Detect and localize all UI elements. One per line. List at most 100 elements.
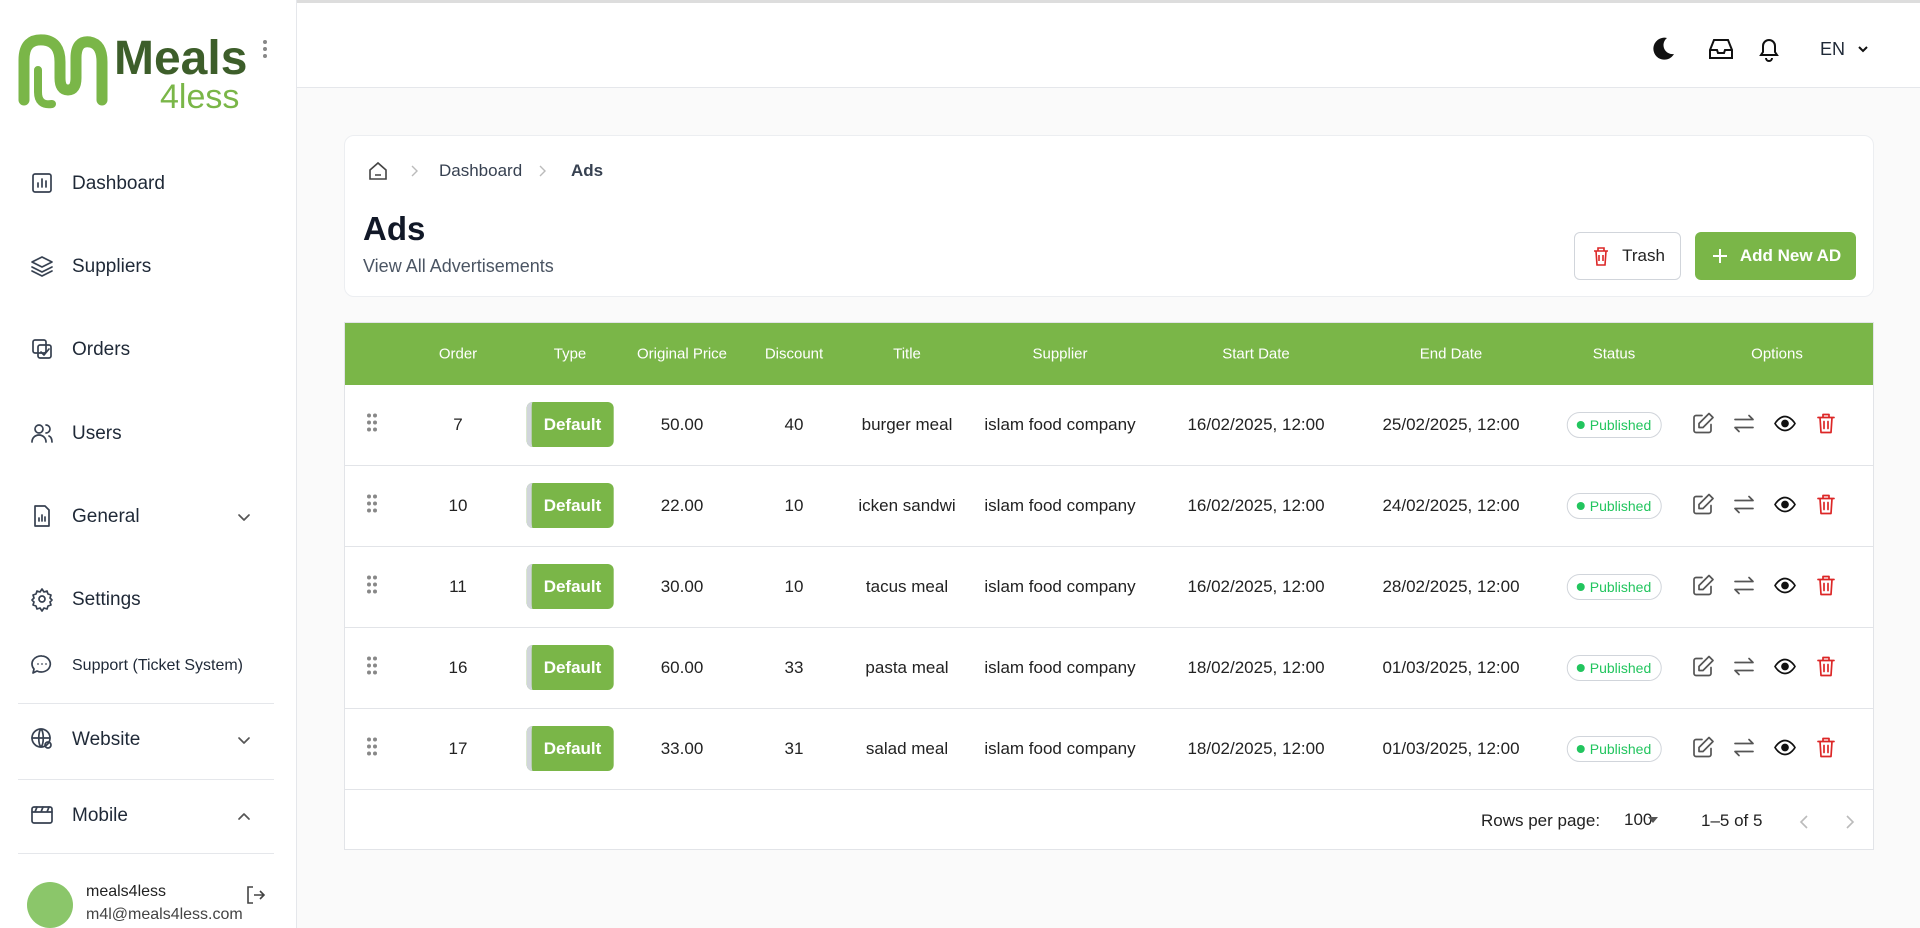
cell: islam food company (984, 577, 1136, 596)
menu-dots[interactable] (258, 38, 272, 60)
swap-action[interactable] (1732, 736, 1758, 767)
edit-action[interactable] (1691, 493, 1717, 524)
sidebar: Meals 4less Dashboard Suppliers Orders User… (0, 0, 297, 928)
nav-item[interactable]: Support (Ticket System) (30, 653, 243, 679)
drag-handle[interactable] (366, 494, 378, 519)
delete-action[interactable] (1814, 574, 1840, 605)
logout[interactable] (244, 884, 266, 906)
swap-action[interactable] (1732, 574, 1758, 605)
icon (31, 424, 53, 443)
status-text: Published (1589, 741, 1652, 757)
cell: islam food company (984, 415, 1136, 434)
divider (18, 703, 274, 704)
logo-line1: Meals (114, 32, 247, 85)
view-action[interactable] (1773, 493, 1799, 524)
cell: tacus meal (865, 577, 949, 596)
type-cell: Default (526, 726, 614, 771)
nav-label: Dashboard (72, 173, 165, 194)
icon (238, 813, 250, 820)
swap-action[interactable] (1732, 412, 1758, 443)
nav-item[interactable]: Settings (30, 587, 141, 613)
delete-action[interactable] (1814, 412, 1840, 443)
swap-action[interactable] (1732, 655, 1758, 686)
icon (1774, 577, 1796, 594)
view-action[interactable] (1773, 655, 1799, 686)
icon (1817, 494, 1835, 515)
drag-handle[interactable] (366, 737, 378, 762)
nav-chevron (236, 509, 252, 530)
table-row: 10 Default 22.00 10 icken sandwi islam food c… (345, 466, 1873, 547)
column-header: Discount (764, 345, 824, 363)
page-range: 1–5 of 5 (1701, 811, 1763, 830)
nav-item[interactable]: Dashboard (30, 171, 165, 197)
cell: 24/02/2025, 12:00 (1382, 496, 1520, 515)
swap-action[interactable] (1732, 493, 1758, 524)
cell: 16/02/2025, 12:00 (1187, 577, 1325, 596)
nav-item[interactable]: Website (30, 727, 140, 753)
language-caret (1858, 46, 1868, 53)
topbar: EN (297, 0, 1920, 88)
delete-action[interactable] (1814, 493, 1840, 524)
type-cell: Default (526, 645, 614, 690)
dots (367, 494, 377, 513)
rows-per-page-label: Rows per page: (1481, 811, 1601, 830)
column-header: Start Date (1222, 345, 1290, 363)
home-icon[interactable] (367, 160, 389, 182)
nav-label: Suppliers (72, 256, 152, 277)
icon (31, 655, 52, 674)
icon (32, 173, 52, 193)
page-title: Ads (363, 210, 426, 247)
icon (1774, 658, 1796, 675)
delete-action[interactable] (1814, 655, 1840, 686)
cell: icken sandwi (858, 496, 956, 515)
trash-button[interactable]: Trash (1574, 232, 1681, 280)
column-header: Order (438, 345, 478, 363)
trash-icon (1594, 247, 1609, 266)
add-button[interactable]: Add New AD (1695, 232, 1856, 280)
icon (31, 256, 53, 277)
rows-per-page[interactable]: 100 (1624, 810, 1653, 829)
column-header: Title (893, 345, 921, 363)
view-action[interactable] (1773, 574, 1799, 605)
cell: islam food company (984, 658, 1136, 677)
type-badge: Default (526, 564, 614, 609)
cell: 25/02/2025, 12:00 (1382, 415, 1520, 434)
prev-page[interactable] (1797, 813, 1811, 831)
breadcrumb-link[interactable]: Dashboard (439, 161, 523, 180)
nav-label: Orders (72, 339, 131, 360)
edit-action[interactable] (1691, 574, 1717, 605)
nav-item[interactable]: Users (30, 421, 122, 447)
page-subtitle: View All Advertisements (363, 256, 554, 276)
language[interactable]: EN (1820, 39, 1846, 59)
icon (1817, 737, 1835, 758)
nav-label: General (72, 506, 140, 527)
delete-action[interactable] (1814, 736, 1840, 767)
status-dot (1576, 745, 1585, 753)
inbox[interactable] (1707, 37, 1735, 61)
notifications[interactable] (1757, 35, 1781, 63)
next-page[interactable] (1843, 813, 1857, 831)
separator (411, 165, 418, 177)
icon (34, 505, 50, 527)
view-action[interactable] (1773, 412, 1799, 443)
edit-action[interactable] (1691, 736, 1717, 767)
cell: 16/02/2025, 12:00 (1187, 415, 1325, 434)
icon (238, 737, 250, 744)
edit-action[interactable] (1691, 412, 1717, 443)
nav-item[interactable]: Suppliers (30, 254, 151, 280)
status-text: Published (1589, 579, 1652, 595)
status-pill: Published (1566, 412, 1662, 438)
page-header-card: Dashboard Ads Ads View All Advertisement… (344, 135, 1874, 297)
drag-handle[interactable] (366, 575, 378, 600)
view-action[interactable] (1773, 736, 1799, 767)
nav-item[interactable]: General (30, 504, 140, 530)
edit-action[interactable] (1691, 655, 1717, 686)
cell: 16/02/2025, 12:00 (1187, 496, 1325, 515)
nav-item[interactable]: Mobile (30, 803, 128, 829)
drag-handle[interactable] (366, 656, 378, 681)
icon (1693, 412, 1714, 434)
nav-item[interactable]: Orders (30, 337, 130, 363)
theme-toggle[interactable] (1649, 35, 1677, 63)
table-row: 17 Default 33.00 31 salad meal islam food com… (345, 709, 1873, 790)
drag-handle[interactable] (366, 413, 378, 438)
